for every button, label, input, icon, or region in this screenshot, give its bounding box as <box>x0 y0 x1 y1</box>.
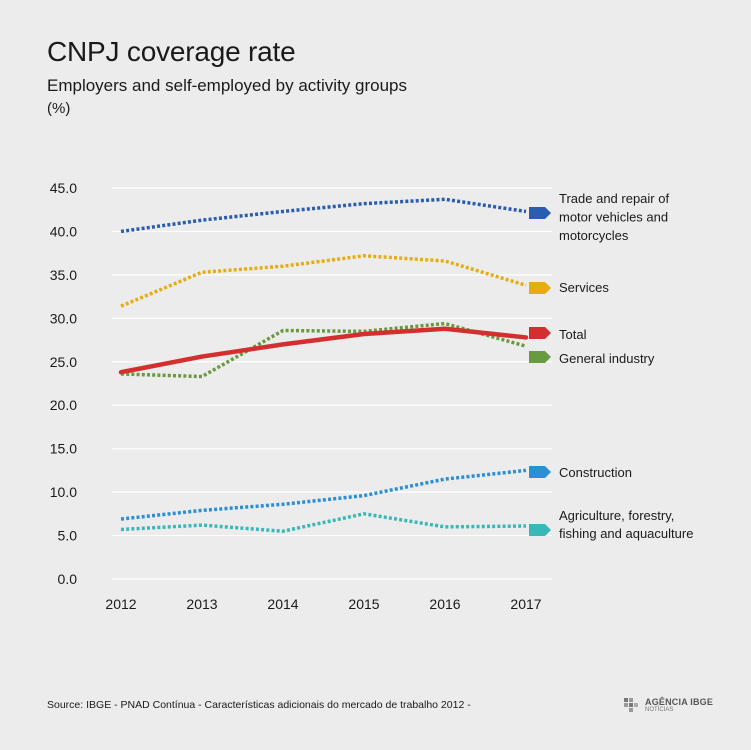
x-tick-label: 2016 <box>429 596 460 612</box>
legend-label: Trade and repair of <box>559 191 669 206</box>
legend-label: Services <box>559 280 609 295</box>
y-tick-label: 0.0 <box>58 571 78 587</box>
ibge-logo-icon <box>624 698 638 712</box>
y-tick-label: 40.0 <box>50 223 77 239</box>
x-tick-label: 2014 <box>267 596 298 612</box>
y-tick-label: 5.0 <box>58 528 78 544</box>
logo-subtext: NOTÍCIAS <box>645 706 674 713</box>
chart-subtitle: Employers and self-employed by activity … <box>47 76 407 95</box>
series-line <box>120 321 527 379</box>
chart-unit: (%) <box>47 100 71 117</box>
series-line <box>120 197 527 234</box>
x-tick-label: 2017 <box>510 596 541 612</box>
source-note: Source: IBGE - PNAD Contínua - Caracterí… <box>47 699 471 711</box>
legend-label: Agriculture, forestry, <box>559 508 674 523</box>
legend-marker <box>529 466 551 478</box>
legend-label: motor vehicles and <box>559 210 668 225</box>
logo-text: AGÊNCIA IBGE <box>645 696 714 707</box>
y-tick-label: 25.0 <box>50 354 77 370</box>
y-tick-label: 15.0 <box>50 441 77 457</box>
y-tick-label: 30.0 <box>50 310 77 326</box>
legend-marker <box>529 207 551 219</box>
chart-title: CNPJ coverage rate <box>47 36 296 67</box>
series-line <box>120 512 527 533</box>
legend-label: Construction <box>559 465 632 480</box>
legend-label: motorcycles <box>559 228 629 243</box>
x-tick-label: 2012 <box>105 596 136 612</box>
line-chart: 0.0 5.0 10.0 15.0 20.0 25.0 30.0 35.0 40.0 45.0 20… <box>50 180 694 612</box>
series-line <box>118 326 529 375</box>
y-tick-label: 20.0 <box>50 397 77 413</box>
y-tick-label: 45.0 <box>50 180 77 196</box>
x-tick-label: 2015 <box>348 596 379 612</box>
legend-label: General industry <box>559 351 655 366</box>
legend-marker <box>529 282 551 294</box>
y-tick-label: 35.0 <box>50 267 77 283</box>
legend-label: fishing and aquaculture <box>559 526 693 541</box>
y-tick-label: 10.0 <box>50 484 77 500</box>
legend-label: Total <box>559 327 587 342</box>
legend-marker <box>529 524 551 536</box>
legend-marker <box>529 327 551 339</box>
x-tick-label: 2013 <box>186 596 217 612</box>
series-line <box>120 468 527 521</box>
ibge-logo: AGÊNCIA IBGE NOTÍCIAS <box>622 695 713 715</box>
series-line <box>120 254 527 308</box>
legend-marker <box>529 351 551 363</box>
